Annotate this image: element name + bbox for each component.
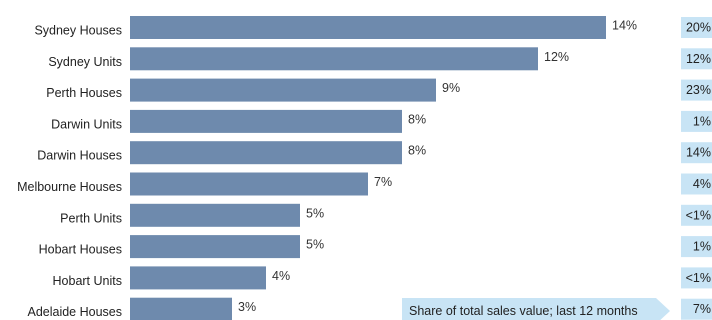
- bar: [130, 172, 368, 196]
- share-badge: [681, 298, 712, 320]
- share-badge: [681, 173, 712, 195]
- category-label: Hobart Houses: [39, 243, 122, 257]
- share-badge: [681, 236, 712, 258]
- bar: [130, 141, 402, 165]
- value-label: 8%: [408, 112, 426, 126]
- category-label: Hobart Units: [53, 274, 122, 288]
- category-label: Darwin Units: [51, 117, 122, 131]
- value-label: 5%: [306, 206, 324, 220]
- share-badge: [681, 110, 712, 132]
- category-label: Sydney Houses: [34, 24, 122, 38]
- category-label: Adelaide Houses: [27, 305, 122, 319]
- value-label: 4%: [272, 269, 290, 283]
- category-label: Melbourne Houses: [17, 180, 122, 194]
- share-note-background: [402, 298, 670, 320]
- share-badge: [681, 204, 712, 226]
- share-badge: [681, 79, 712, 101]
- share-badge: [681, 17, 712, 38]
- bar: [130, 78, 436, 102]
- share-label: 12%: [686, 52, 711, 66]
- category-label: Perth Houses: [46, 86, 122, 100]
- value-label: 5%: [306, 238, 324, 252]
- bar: [130, 109, 402, 133]
- category-label: Perth Units: [60, 211, 122, 225]
- bar: [130, 47, 538, 71]
- share-badge: [681, 48, 712, 70]
- value-label: 14%: [612, 19, 637, 33]
- share-note: Share of total sales value; last 12 mont…: [402, 298, 670, 320]
- share-badge: [681, 142, 712, 164]
- share-label: <1%: [686, 208, 711, 222]
- bar: [130, 203, 300, 227]
- share-label: 23%: [686, 83, 711, 97]
- bar: [130, 16, 606, 39]
- category-label: Darwin Houses: [37, 149, 122, 163]
- share-label: 14%: [686, 146, 711, 160]
- value-label: 8%: [408, 144, 426, 158]
- category-label: Sydney Units: [48, 55, 122, 69]
- share-label: 20%: [686, 21, 711, 35]
- value-label: 3%: [238, 300, 256, 314]
- value-label: 7%: [374, 175, 392, 189]
- value-label: 9%: [442, 81, 460, 95]
- share-label: 1%: [693, 114, 711, 128]
- share-note-text: Share of total sales value; last 12 mont…: [409, 304, 638, 318]
- bar: [130, 297, 232, 320]
- share-badge: [681, 267, 712, 289]
- share-label: 1%: [693, 240, 711, 254]
- share-label: <1%: [686, 271, 711, 285]
- bar: [130, 235, 300, 259]
- share-label: 4%: [693, 177, 711, 191]
- share-label: 7%: [693, 302, 711, 316]
- bar: [130, 266, 266, 290]
- value-label: 12%: [544, 50, 569, 64]
